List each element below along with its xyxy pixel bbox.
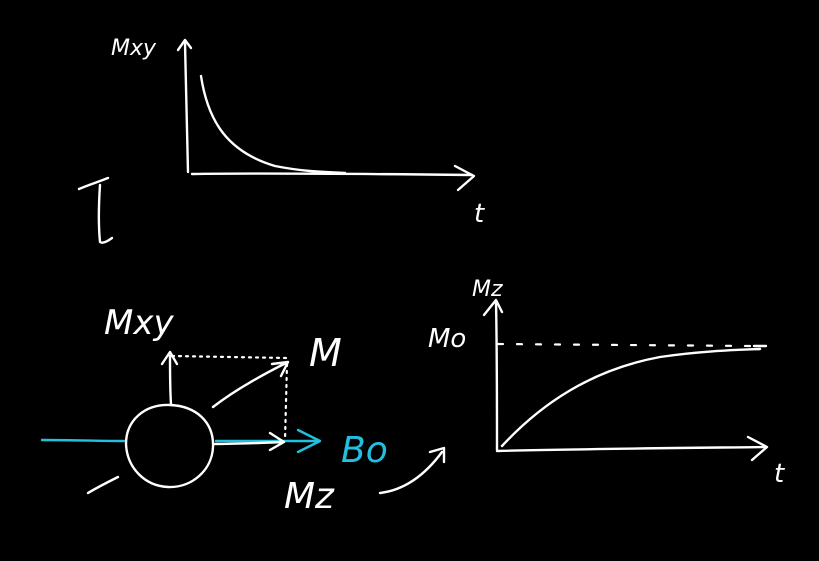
t1-recovery-curve — [500, 347, 762, 448]
t1-plot-y-label: Mz — [472, 277, 503, 302]
m-label: M — [309, 331, 342, 375]
m-vector — [211, 360, 290, 409]
z-axis-stub — [212, 431, 286, 452]
bracket-glyph — [77, 176, 114, 244]
t2-plot-x-arrowhead — [453, 164, 476, 192]
nucleus-circle — [124, 403, 215, 489]
t2-plot-y-label: Mxy — [111, 36, 157, 61]
t1-plot-x-axis — [495, 445, 767, 453]
t2-plot-x-label: t — [474, 199, 485, 229]
b0-field-line — [40, 438, 126, 443]
t2-plot-y-arrowhead — [176, 38, 193, 52]
t2-decay-plot: Mxy t — [111, 36, 485, 229]
t1-plot-y-arrowhead — [482, 298, 504, 317]
b0-label: Bo — [341, 430, 388, 471]
mz-label: Mz — [284, 476, 335, 517]
t2-plot-x-axis — [190, 172, 474, 177]
t1-recovery-plot: Mz Mo t — [428, 277, 785, 489]
t1-plot-y-axis — [494, 300, 499, 452]
link-arrow — [378, 446, 446, 495]
mxy-label: Mxy — [104, 303, 174, 343]
t1-plot-x-arrowhead — [746, 435, 769, 462]
bracket-stroke — [77, 176, 114, 244]
t2-decay-curve — [199, 74, 347, 175]
projection-horizontal — [170, 354, 289, 360]
t2-plot-y-axis — [183, 40, 190, 174]
t1-asymptote-label: Mo — [428, 324, 466, 354]
t1-plot-x-label: t — [774, 459, 785, 489]
t1-asymptote-line — [496, 342, 754, 348]
minus-z-stub — [86, 475, 120, 495]
projection-vertical — [283, 362, 289, 442]
transverse-axis — [160, 350, 179, 406]
b0-field-arrow — [214, 428, 322, 454]
magnetization-vector-diagram: Bo Mxy M Mz — [40, 303, 446, 517]
